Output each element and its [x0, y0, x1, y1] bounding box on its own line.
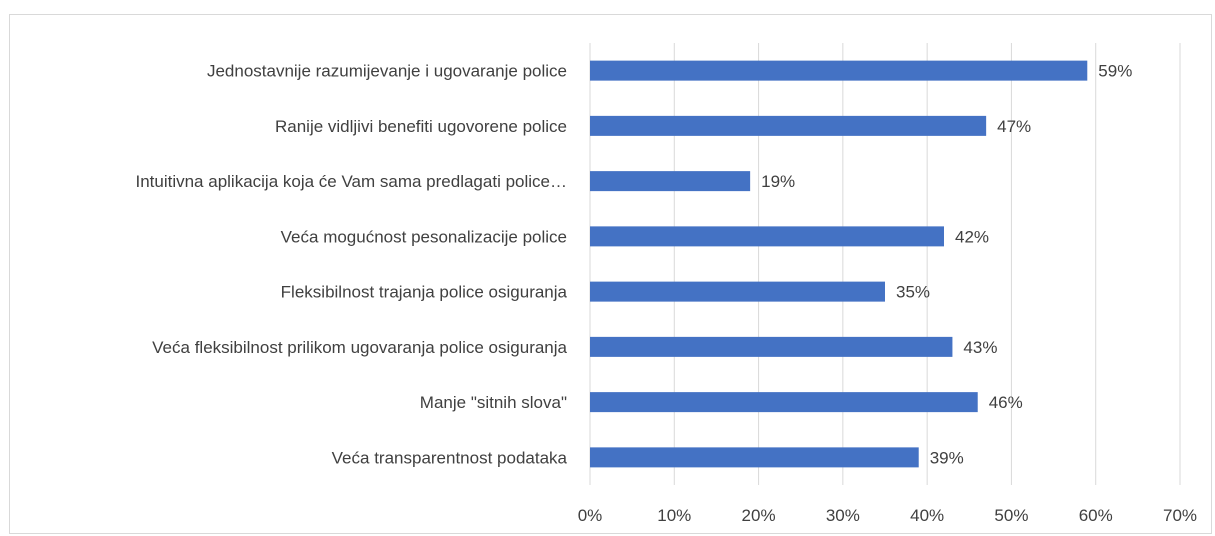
- category-label: Jednostavnije razumijevanje i ugovaranje…: [207, 62, 567, 81]
- bar: [590, 60, 1088, 81]
- category-label: Veća transparentnost podataka: [332, 448, 568, 467]
- data-label: 46%: [989, 393, 1023, 412]
- data-label: 19%: [761, 172, 795, 191]
- x-tick-label: 0%: [578, 506, 603, 525]
- category-label: Fleksibilnost trajanja police osiguranja: [281, 283, 568, 302]
- category-label: Veća fleksibilnost prilikom ugovaranja p…: [152, 338, 567, 357]
- data-label: 59%: [1098, 62, 1132, 81]
- bar: [590, 281, 885, 302]
- bar: [590, 226, 944, 247]
- data-label: 47%: [997, 117, 1031, 136]
- x-tick-label: 30%: [826, 506, 860, 525]
- bar: [590, 115, 987, 136]
- x-tick-label: 20%: [742, 506, 776, 525]
- category-labels: Jednostavnije razumijevanje i ugovaranje…: [135, 62, 567, 468]
- bar: [590, 392, 978, 413]
- x-tick-label: 70%: [1163, 506, 1197, 525]
- data-label: 43%: [963, 338, 997, 357]
- bars: [590, 60, 1088, 468]
- grid-lines: [589, 43, 1181, 485]
- value-labels: 59% 47% 19% 42% 35% 43% 46% 39%: [761, 62, 1132, 468]
- x-tick-label: 50%: [994, 506, 1028, 525]
- data-label: 39%: [930, 448, 964, 467]
- category-label: Veća mogućnost pesonalizacije police: [281, 227, 567, 246]
- x-tick-label: 10%: [657, 506, 691, 525]
- x-tick-label: 40%: [910, 506, 944, 525]
- data-label: 35%: [896, 283, 930, 302]
- data-label: 42%: [955, 227, 989, 246]
- category-label: Intuitivna aplikacija koja će Vam sama p…: [135, 172, 567, 191]
- x-tick-label: 60%: [1079, 506, 1113, 525]
- bar: [590, 447, 919, 468]
- bar: [590, 171, 751, 192]
- category-label: Manje "sitnih slova": [420, 393, 567, 412]
- category-label: Ranije vidljivi benefiti ugovorene polic…: [275, 117, 567, 136]
- bar: [590, 336, 953, 357]
- x-axis-tick-labels: 0% 10% 20% 30% 40% 50% 60% 70%: [578, 506, 1197, 525]
